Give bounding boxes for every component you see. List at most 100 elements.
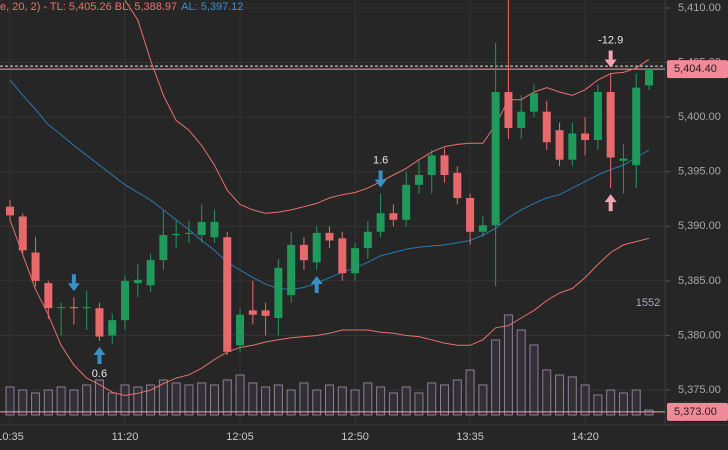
volume-bar — [209, 384, 219, 416]
volume-bar — [580, 384, 590, 416]
volume-bar — [158, 379, 168, 416]
volume-bar — [555, 374, 565, 416]
plot-area: 0.6 1.6 -12.9 — [0, 0, 665, 425]
volume-bar — [273, 384, 283, 416]
volume-bar — [427, 382, 437, 416]
x-tick-label: 14:20 — [571, 431, 599, 443]
signal-label: -12.9 — [598, 34, 623, 46]
price-label-box — [667, 402, 728, 421]
candle-body — [299, 244, 308, 261]
candle-body — [645, 69, 653, 86]
volume-bar — [286, 389, 296, 416]
candle-body — [325, 232, 334, 241]
band-line — [9, 219, 650, 397]
volume-bar — [222, 379, 232, 416]
volume-bar — [440, 384, 450, 416]
candle-body — [44, 283, 53, 309]
candle-body — [6, 206, 14, 216]
volume-bar — [56, 386, 66, 416]
candle-body — [632, 87, 641, 166]
legend-text: e, 20, 2) - TL: 5,405.26 BL: 5,388.97 — [0, 1, 177, 13]
candle-body — [82, 307, 91, 309]
volume-bar — [184, 384, 194, 416]
volume-bar — [261, 386, 271, 416]
candle-body — [312, 232, 321, 263]
candle-body — [287, 244, 296, 296]
candle-body — [197, 221, 206, 236]
candle-body — [427, 155, 436, 175]
candle-body — [184, 232, 193, 234]
signal-label: 1.6 — [373, 154, 388, 166]
volume-bar — [43, 389, 53, 416]
volume-bar — [325, 384, 334, 416]
candle-body — [619, 158, 628, 161]
candle-body — [440, 155, 449, 175]
volume-bar — [350, 389, 360, 416]
volume-bar — [414, 392, 424, 416]
candle-body — [261, 310, 270, 316]
signal-arrow — [93, 346, 106, 364]
volume-bar — [465, 369, 475, 416]
candle-body — [133, 279, 142, 284]
candle-body — [389, 213, 398, 220]
candle-body — [236, 314, 245, 346]
candle-body — [491, 92, 500, 226]
volume-bar — [529, 344, 539, 416]
candle-body — [351, 248, 360, 274]
volume-bar — [593, 394, 603, 416]
x-tick-label: 13:35 — [456, 431, 484, 443]
volume-bar — [503, 314, 513, 416]
candle-body — [555, 130, 564, 160]
x-tick-label: 11:20 — [112, 431, 139, 443]
signal-arrow — [67, 274, 80, 292]
signal-arrow — [604, 50, 617, 68]
y-tick-label: 5,410.00 — [678, 2, 721, 14]
volume-bar — [491, 339, 501, 416]
volume-bar — [107, 392, 117, 416]
candle-body — [108, 320, 117, 336]
candle-body — [542, 111, 551, 143]
volume-bar — [388, 392, 398, 416]
candle-body — [414, 175, 423, 185]
volume-bar — [171, 382, 181, 416]
volume-bar — [631, 389, 641, 416]
candle-body — [18, 216, 27, 251]
volume-bar — [31, 392, 41, 416]
x-tick-label: 12:50 — [341, 431, 369, 443]
volume-bar — [248, 382, 258, 416]
candle-body — [376, 213, 385, 232]
candle-body — [121, 280, 130, 321]
y-tick-label: 5,395.00 — [678, 166, 721, 178]
volume-bar — [235, 374, 245, 416]
candle-body — [568, 133, 577, 160]
volume-bar — [18, 389, 28, 416]
candle-body — [172, 233, 181, 236]
candle-body — [402, 184, 411, 220]
y-tick-label: 5,375.00 — [678, 384, 721, 396]
candle-body — [363, 231, 372, 249]
volume-bar — [69, 389, 79, 416]
signal-arrow — [310, 275, 323, 293]
candle-body — [146, 260, 155, 286]
candle-body — [159, 235, 168, 261]
candle-body — [593, 92, 602, 141]
volume-bar — [452, 379, 462, 416]
legend-text: AL: 5,397.12 — [181, 1, 243, 13]
volume-bar — [312, 389, 322, 416]
volume-bar — [376, 386, 386, 416]
signal-arrow — [374, 170, 387, 188]
volume-bar — [567, 376, 577, 416]
volume-bar — [133, 386, 143, 416]
volume-bar — [363, 382, 373, 416]
candle-body — [223, 237, 232, 352]
price-label: 5,404.40 — [674, 63, 717, 75]
candle-body — [478, 225, 487, 232]
price-label-box — [667, 60, 728, 79]
candle-body — [453, 172, 462, 198]
volume-bar — [337, 386, 347, 416]
volume-bar — [120, 384, 130, 416]
y-tick-label: 5,390.00 — [678, 220, 721, 232]
volume-bar — [644, 409, 654, 416]
